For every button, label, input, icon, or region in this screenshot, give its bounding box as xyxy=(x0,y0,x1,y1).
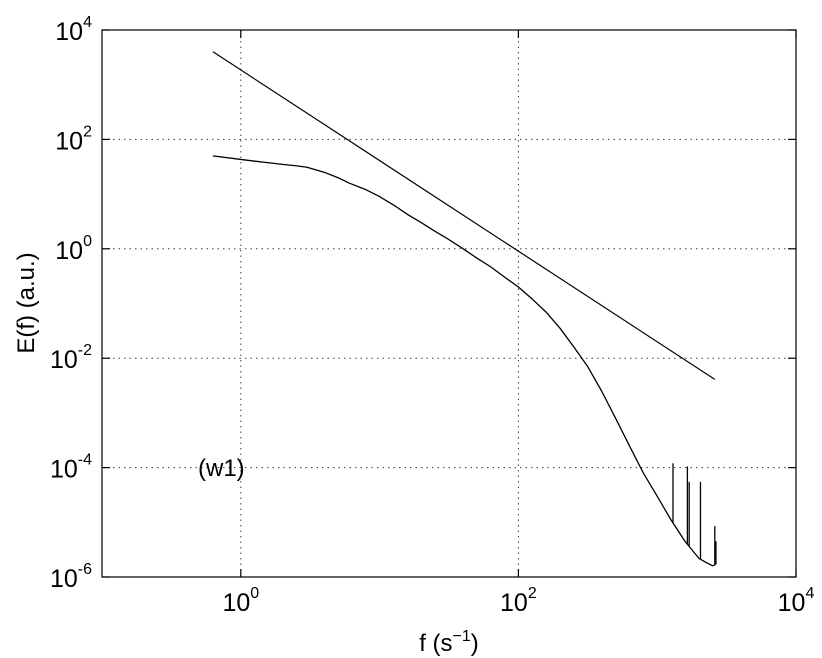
grid-lines xyxy=(102,30,796,577)
x-tick-label: 102 xyxy=(500,585,537,617)
annotation-label: (w1) xyxy=(198,455,245,482)
x-axis-label: f (s−1) xyxy=(419,628,479,657)
tick-labels: 100 102 104 104 102 100 10-2 10-4 10-6 xyxy=(50,14,815,617)
plot-series xyxy=(212,51,717,567)
y-tick-label: 10-2 xyxy=(50,342,92,374)
y-tick-label: 10-6 xyxy=(50,561,92,593)
plot-frame xyxy=(101,29,797,578)
y-tick-label: 10-4 xyxy=(50,452,92,484)
y-tick-label: 100 xyxy=(55,233,92,265)
y-axis-label: E(f) (a.u.) xyxy=(13,252,40,353)
power-law-fit-line xyxy=(212,51,716,380)
spectrum-line xyxy=(212,155,716,567)
y-tick-label: 102 xyxy=(55,123,92,155)
y-tick-label: 104 xyxy=(55,14,92,46)
x-tick-label: 104 xyxy=(778,585,815,617)
axis-ticks xyxy=(102,29,797,578)
x-tick-label: 100 xyxy=(222,585,259,617)
